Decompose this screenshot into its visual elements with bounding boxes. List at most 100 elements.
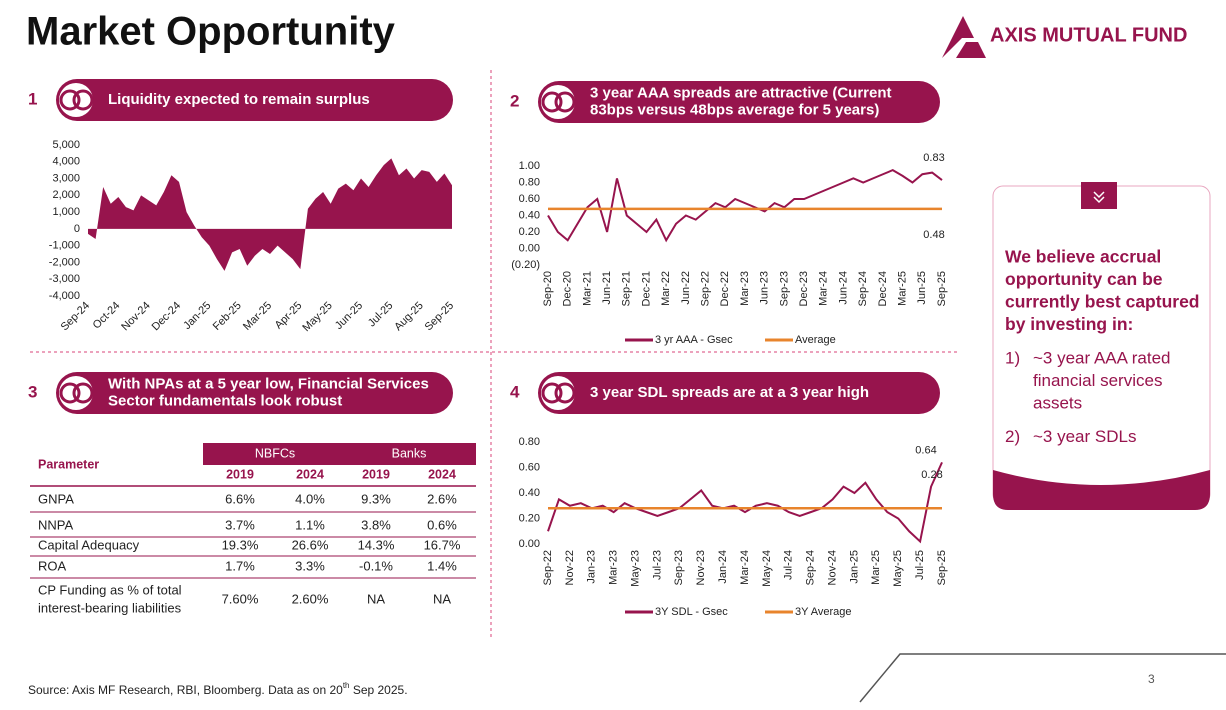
x-tick-label: Jan-23 [586,550,598,584]
x-tick-label: Sep-24 [857,271,869,306]
x-tick-label: Sep-21 [621,271,633,306]
panel-number: 4 [510,382,520,401]
x-tick-label: Dec-24 [150,300,184,334]
row-label: interest-bearing liabilities [38,600,182,615]
x-tick-label: Apr-25 [273,300,305,332]
area [88,158,452,271]
row-label: NNPA [38,517,73,532]
header-icon [59,89,81,111]
header-icon [72,382,94,404]
header-icon [59,382,81,404]
x-tick-label: Nov-24 [826,550,838,585]
table-header [203,443,476,465]
table-cell: 19.3% [222,537,259,552]
table-cell: 14.3% [358,537,395,552]
x-tick-label: Sep-20 [542,271,554,306]
x-tick-label: Mar-22 [660,271,672,306]
callout-box [992,182,1211,510]
row-label: CP Funding as % of total [38,582,182,597]
table-cell: 7.60% [222,591,259,606]
x-tick-label: Dec-22 [719,271,731,306]
y-tick-label: 5,000 [52,139,80,151]
header-icon [541,382,563,404]
y-tick-label: 0.80 [519,176,540,188]
x-tick-label: Sep-25 [936,550,948,585]
table-cell: 4.0% [295,491,325,506]
panel-title: 83bps versus 48bps average for 5 years) [590,101,879,118]
annotation: 0.28 [921,469,942,481]
x-tick-label: Mar-25 [897,271,909,306]
x-tick-label: Sep-24 [805,550,817,585]
x-tick-label: Sep-22 [542,550,554,585]
list-text: financial services [1033,371,1162,390]
annotation: 0.83 [923,152,944,164]
y-tick-label: -4,000 [49,290,80,302]
header-icon [72,89,94,111]
header-icon [554,91,576,113]
y-tick-label: 0.40 [519,209,540,221]
table-cell: 1.7% [225,558,255,573]
table-cell: NA [433,591,451,606]
table-cell: 9.3% [361,491,391,506]
table-cell: 3.8% [361,517,391,532]
x-tick-label: May-25 [892,550,904,587]
x-tick-label: Mar-23 [608,550,620,585]
column-header: Parameter [38,457,99,471]
x-tick-label: Jul-25 [914,550,926,580]
legend-label: 3Y Average [795,606,851,618]
x-tick-label: Dec-24 [877,271,889,306]
table-cell: -0.1% [359,558,393,573]
x-tick-label: May-23 [629,550,641,587]
legend-label: 3 yr AAA - Gsec [655,334,733,346]
x-tick-label: Nov-23 [695,550,707,585]
x-tick-label: Jan-25 [181,300,213,332]
x-tick-label: Mar-25 [870,550,882,585]
panel-title: Liquidity expected to remain surplus [108,91,370,108]
table-cell: 0.6% [427,517,457,532]
panel-title: 3 year AAA spreads are attractive (Curre… [590,84,892,101]
x-tick-label: Feb-25 [211,300,244,333]
x-tick-label: Jan-24 [717,550,729,584]
y-tick-label: -1,000 [49,240,80,252]
callout-heading: currently best captured [1005,292,1200,312]
x-tick-label: Sep-25 [423,300,457,334]
callout-heading: We believe accrual [1005,247,1161,267]
x-tick-label: May-24 [761,550,773,587]
y-tick-label: 0.20 [519,512,540,524]
list-marker: 1) [1005,348,1020,367]
line [547,169,943,243]
column-header: 2019 [362,467,390,481]
header-icon [541,91,563,113]
group-header: Banks [392,446,427,460]
x-tick-label: Dec-20 [562,271,574,306]
column-header: 2024 [428,467,456,481]
logo: AXIS MUTUAL FUND [942,16,1187,58]
header-icon [554,382,576,404]
callout-heading: by investing in: [1005,314,1133,334]
header-icon [59,83,93,117]
annotation: 0.48 [923,229,944,241]
table-cell: 1.4% [427,558,457,573]
source-note: Source: Axis MF Research, RBI, Bloomberg… [28,681,408,697]
x-tick-label: Jul-24 [783,550,795,580]
line [547,461,943,544]
logo-text: AXIS MUTUAL FUND [990,24,1187,46]
list-text: ~3 year SDLs [1033,427,1136,446]
header-icon [541,85,575,119]
y-tick-label: -3,000 [49,273,80,285]
x-tick-label: Jun-23 [759,271,771,305]
y-tick-label: 1.00 [519,160,540,172]
x-tick-label: Jun-22 [680,271,692,305]
y-tick-label: 3,000 [52,172,80,184]
page-number: 3 [1148,672,1155,686]
panel-number: 1 [28,89,37,108]
table-cell: 2.60% [292,591,329,606]
list-text: assets [1033,393,1082,412]
y-tick-label: (0.20) [511,259,540,271]
table-cell: 3.3% [295,558,325,573]
y-tick-label: 0.60 [519,193,540,205]
row-label: GNPA [38,491,74,506]
y-tick-label: 0.60 [519,461,540,473]
x-tick-label: Jul-23 [651,550,663,580]
panel-header [56,79,453,121]
